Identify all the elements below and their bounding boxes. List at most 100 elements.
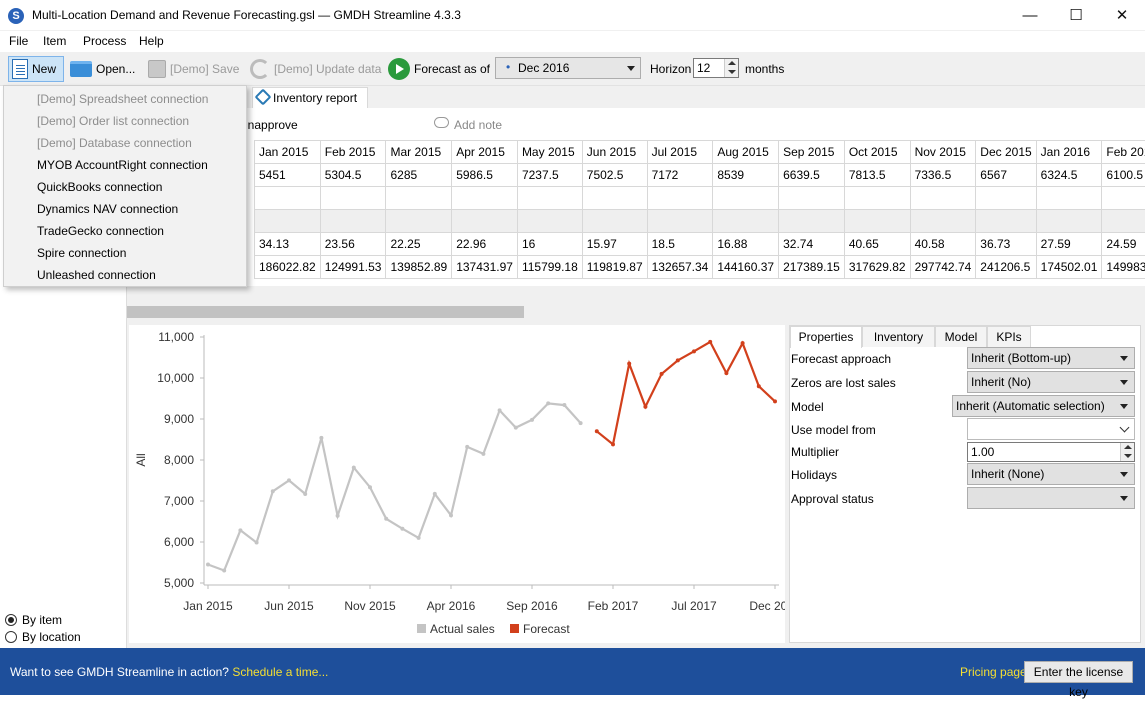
table-cell[interactable]: 5304.5 — [320, 164, 386, 187]
dropdown-item[interactable]: Dynamics NAV connection — [37, 202, 178, 216]
dropdown-item[interactable]: Unleashed connection — [37, 268, 156, 282]
forecast-button[interactable]: Forecast — [388, 56, 461, 82]
tab-kpis[interactable]: KPIs — [987, 326, 1031, 347]
table-cell[interactable] — [386, 187, 452, 210]
table-cell[interactable]: 32.74 — [779, 233, 845, 256]
table-cell[interactable]: 115799.18 — [517, 256, 582, 279]
table-cell[interactable]: 149983.1 — [1102, 256, 1145, 279]
table-cell[interactable] — [1036, 210, 1102, 233]
dropdown-item[interactable]: [Demo] Spreadsheet connection — [37, 92, 208, 106]
model-select[interactable]: Inherit (Automatic selection) — [952, 395, 1135, 417]
pricing-link[interactable]: Pricing page — [960, 665, 1027, 679]
dropdown-item[interactable]: MYOB AccountRight connection — [37, 158, 208, 172]
use-model-from-select[interactable] — [967, 418, 1135, 440]
new-button[interactable]: New — [8, 56, 64, 82]
table-cell[interactable] — [452, 187, 518, 210]
dropdown-item[interactable]: [Demo] Order list connection — [37, 114, 189, 128]
spin-up-icon[interactable] — [724, 59, 738, 68]
table-cell[interactable] — [647, 187, 713, 210]
table-cell[interactable]: 16.88 — [713, 233, 779, 256]
table-cell[interactable]: 16 — [517, 233, 582, 256]
table-cell[interactable] — [976, 187, 1036, 210]
open-button[interactable]: Open... — [70, 56, 135, 82]
table-cell[interactable] — [910, 210, 976, 233]
demo-update-button[interactable]: [Demo] Update data — [250, 56, 381, 82]
spin-down-icon[interactable] — [1120, 452, 1134, 461]
tab-inventory[interactable]: Inventory — [862, 326, 935, 347]
table-cell[interactable] — [582, 210, 647, 233]
menu-process[interactable]: Process — [83, 34, 126, 48]
table-cell[interactable]: 7172 — [647, 164, 713, 187]
table-cell[interactable] — [255, 210, 321, 233]
by-item-radio[interactable]: By item — [5, 613, 62, 627]
table-cell[interactable] — [517, 187, 582, 210]
table-cell[interactable] — [976, 210, 1036, 233]
table-cell[interactable] — [320, 187, 386, 210]
table-cell[interactable] — [582, 187, 647, 210]
tab-inventory-report[interactable]: Inventory report — [252, 87, 368, 108]
table-cell[interactable]: 34.13 — [255, 233, 321, 256]
tab-properties[interactable]: Properties — [790, 326, 862, 348]
unapprove-button[interactable]: Unapprove — [239, 118, 298, 132]
table-cell[interactable]: 217389.15 — [779, 256, 845, 279]
table-cell[interactable]: 7237.5 — [517, 164, 582, 187]
scrollbar-thumb[interactable] — [127, 306, 524, 318]
by-location-radio[interactable]: By location — [5, 630, 81, 644]
as-of-select[interactable]: • Dec 2016 — [495, 57, 641, 79]
table-cell[interactable]: 7813.5 — [844, 164, 910, 187]
add-note-button[interactable]: Add note — [454, 118, 502, 132]
table-cell[interactable]: 139852.89 — [386, 256, 452, 279]
table-cell[interactable]: 18.5 — [647, 233, 713, 256]
table-cell[interactable] — [1102, 187, 1145, 210]
table-cell[interactable] — [255, 187, 321, 210]
table-cell[interactable]: 6100.5 — [1102, 164, 1145, 187]
dropdown-item[interactable]: TradeGecko connection — [37, 224, 164, 238]
table-cell[interactable] — [779, 187, 845, 210]
tab-model[interactable]: Model — [935, 326, 987, 347]
zeros-lost-sales-select[interactable]: Inherit (No) — [967, 371, 1135, 393]
table-cell[interactable] — [452, 210, 518, 233]
table-cell[interactable] — [713, 187, 779, 210]
table-cell[interactable]: 6324.5 — [1036, 164, 1102, 187]
table-cell[interactable]: 241206.5 — [976, 256, 1036, 279]
holidays-select[interactable]: Inherit (None) — [967, 463, 1135, 485]
table-cell[interactable] — [779, 210, 845, 233]
table-cell[interactable]: 119819.87 — [582, 256, 647, 279]
table-cell[interactable]: 6567 — [976, 164, 1036, 187]
approval-status-select[interactable] — [967, 487, 1135, 509]
multiplier-stepper[interactable]: 1.00 — [967, 442, 1135, 462]
table-cell[interactable]: 6285 — [386, 164, 452, 187]
table-cell[interactable] — [647, 210, 713, 233]
table-cell[interactable] — [844, 187, 910, 210]
table-cell[interactable] — [910, 187, 976, 210]
table-cell[interactable]: 132657.34 — [647, 256, 713, 279]
table-cell[interactable]: 23.56 — [320, 233, 386, 256]
table-cell[interactable]: 297742.74 — [910, 256, 976, 279]
maximize-button[interactable]: ☐ — [1053, 0, 1099, 31]
table-cell[interactable]: 22.25 — [386, 233, 452, 256]
table-cell[interactable]: 5986.5 — [452, 164, 518, 187]
table-cell[interactable] — [713, 210, 779, 233]
menu-item[interactable]: Item — [43, 34, 66, 48]
table-cell[interactable] — [844, 210, 910, 233]
forecast-approach-select[interactable]: Inherit (Bottom-up) — [967, 347, 1135, 369]
demo-save-button[interactable]: [Demo] Save — [148, 56, 239, 82]
table-cell[interactable]: 317629.82 — [844, 256, 910, 279]
table-cell[interactable]: 186022.82 — [255, 256, 321, 279]
close-button[interactable]: ✕ — [1099, 0, 1145, 31]
table-cell[interactable] — [386, 210, 452, 233]
horizon-stepper[interactable]: 12 — [693, 58, 739, 78]
dropdown-item[interactable]: Spire connection — [37, 246, 126, 260]
table-cell[interactable]: 36.73 — [976, 233, 1036, 256]
table-cell[interactable]: 174502.01 — [1036, 256, 1102, 279]
table-cell[interactable] — [517, 210, 582, 233]
table-cell[interactable]: 8539 — [713, 164, 779, 187]
table-cell[interactable]: 40.65 — [844, 233, 910, 256]
table-cell[interactable]: 124991.53 — [320, 256, 386, 279]
schedule-link[interactable]: Schedule a time... — [232, 665, 328, 679]
table-cell[interactable]: 27.59 — [1036, 233, 1102, 256]
spin-down-icon[interactable] — [724, 68, 738, 77]
table-cell[interactable]: 7502.5 — [582, 164, 647, 187]
table-cell[interactable]: 5451 — [255, 164, 321, 187]
table-cell[interactable]: 137431.97 — [452, 256, 518, 279]
